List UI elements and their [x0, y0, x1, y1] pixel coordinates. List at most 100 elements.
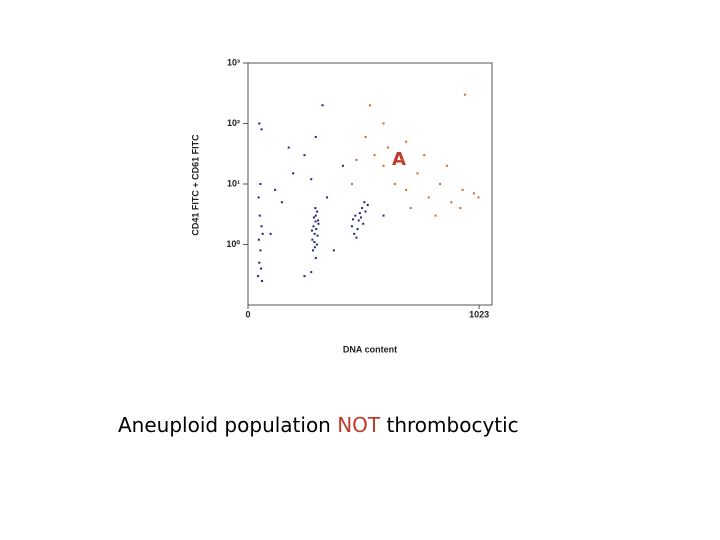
point [326, 196, 329, 199]
point [400, 158, 403, 161]
point [405, 140, 408, 143]
point [292, 172, 295, 175]
point [427, 196, 430, 199]
caption-part: thrombocytic [380, 413, 519, 437]
point [423, 154, 426, 157]
point [350, 225, 353, 228]
point [314, 256, 317, 259]
point [387, 146, 390, 149]
point [361, 207, 364, 210]
point [314, 220, 317, 223]
point [359, 216, 362, 219]
point [369, 104, 371, 107]
point [356, 228, 359, 231]
point [472, 192, 475, 195]
point [434, 214, 437, 217]
point [258, 122, 261, 125]
point [355, 158, 358, 161]
point [366, 203, 369, 206]
point [260, 225, 263, 228]
point [352, 218, 355, 221]
point [363, 201, 366, 204]
point [316, 210, 319, 213]
point [310, 229, 313, 232]
point [311, 238, 314, 241]
point [269, 232, 272, 235]
point [310, 178, 313, 181]
point [274, 188, 277, 191]
y-tick-label: 10¹ [227, 178, 240, 188]
point [382, 214, 385, 217]
point [409, 207, 412, 210]
point [393, 183, 396, 185]
annotation: A [392, 149, 406, 170]
point [315, 228, 318, 231]
point [314, 214, 317, 217]
point [463, 93, 466, 96]
point [439, 183, 442, 185]
point [259, 249, 262, 252]
point [313, 246, 316, 249]
point [316, 234, 319, 237]
point [362, 222, 365, 225]
point [287, 146, 290, 149]
point [350, 183, 353, 185]
point [405, 188, 408, 191]
point [313, 232, 316, 235]
point [260, 267, 263, 270]
caption-part: NOT [337, 413, 381, 437]
point [382, 164, 385, 167]
point [382, 122, 385, 125]
point [314, 135, 317, 138]
point [257, 275, 260, 278]
point [321, 104, 324, 107]
point [355, 236, 358, 239]
point [313, 240, 316, 243]
x-tick-label: 1023 [469, 309, 489, 319]
point [261, 279, 264, 282]
point [303, 154, 306, 157]
point [317, 222, 320, 225]
y-tick-label: 10⁰ [226, 239, 240, 249]
point [450, 201, 453, 204]
point [258, 214, 261, 217]
point [354, 214, 357, 217]
caption: Aneuploid population NOT thrombocytic [118, 413, 519, 437]
point [257, 196, 260, 199]
point [303, 275, 306, 278]
point [416, 172, 419, 175]
point [373, 154, 376, 157]
point [310, 271, 313, 274]
x-tick-label: 0 [245, 309, 250, 319]
point [353, 232, 356, 235]
point [259, 183, 262, 185]
point [445, 164, 448, 167]
caption-part: Aneuploid population [118, 413, 337, 437]
point [332, 249, 335, 252]
point [341, 164, 344, 167]
point [257, 238, 260, 241]
point [312, 249, 315, 252]
point [477, 196, 480, 199]
point [364, 135, 367, 138]
point [314, 207, 317, 210]
y-axis-label: CD41 FITC + CD61 FITC [190, 134, 200, 236]
point [364, 210, 367, 213]
point [280, 201, 283, 204]
y-tick-label: 10³ [227, 57, 240, 67]
point [315, 243, 318, 246]
point [357, 219, 360, 222]
y-tick-label: 10² [227, 118, 240, 128]
point [258, 261, 261, 264]
point [358, 212, 361, 215]
point [459, 207, 462, 210]
point [461, 188, 464, 191]
x-axis-label: DNA content [343, 344, 397, 354]
point [312, 225, 315, 228]
point [317, 219, 320, 222]
point [261, 232, 264, 235]
point [260, 128, 263, 131]
point [312, 216, 315, 219]
